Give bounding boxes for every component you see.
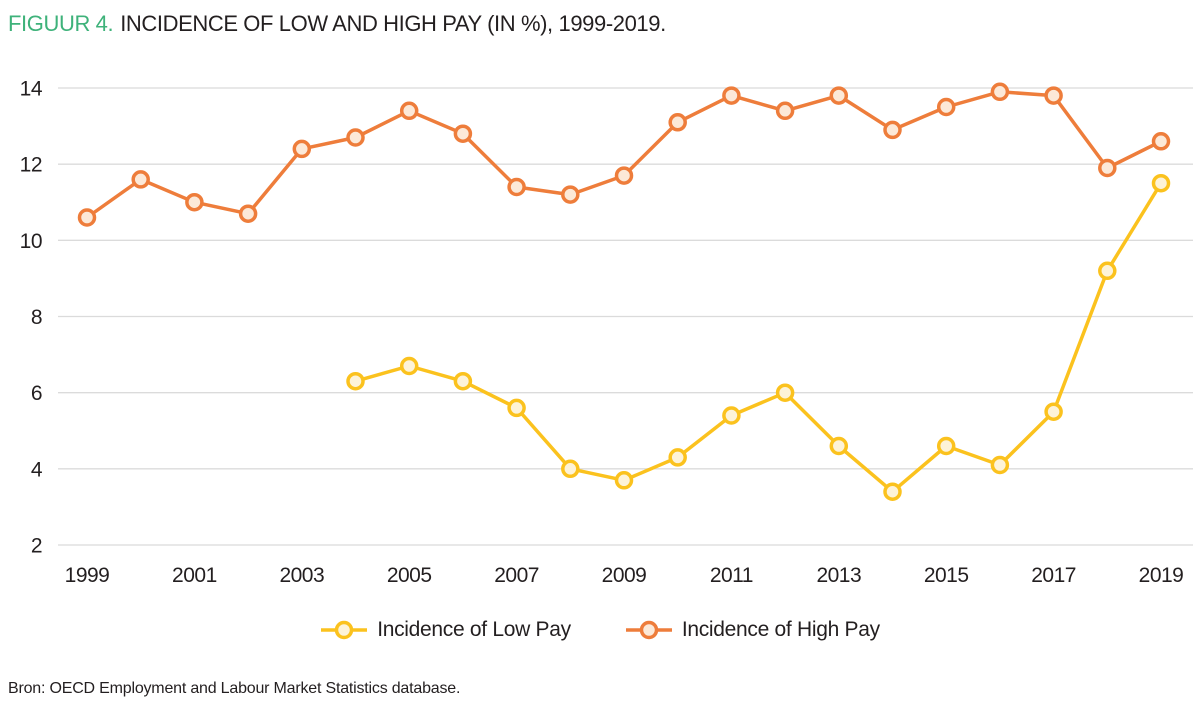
- x-tick-label: 2007: [494, 564, 539, 587]
- figure-title: FIGUUR 4. INCIDENCE OF LOW AND HIGH PAY (…: [8, 11, 666, 37]
- incidence-of-high-pay-point: [990, 82, 1010, 102]
- incidence-of-low-pay-point: [561, 459, 580, 479]
- source-note: Bron: OECD Employment and Labour Market …: [8, 680, 461, 697]
- x-tick-label: 2019: [1139, 564, 1184, 587]
- incidence-of-high-pay-point: [507, 177, 526, 197]
- y-tick-label: 2: [31, 534, 42, 557]
- x-tick-label: 2013: [816, 564, 861, 587]
- legend-item-low-pay: Incidence of Low Pay: [320, 618, 571, 642]
- incidence-of-high-pay-point: [668, 113, 687, 132]
- incidence-of-low-pay-point: [722, 406, 741, 425]
- chart-legend: Incidence of Low Pay Incidence of High P…: [0, 608, 1200, 652]
- incidence-of-high-pay-point: [346, 128, 365, 147]
- y-tick-label: 6: [31, 382, 42, 405]
- incidence-of-high-pay-point: [292, 139, 312, 159]
- x-tick-label: 2003: [279, 564, 324, 587]
- x-tick-label: 1999: [65, 564, 110, 587]
- x-tick-label: 2011: [710, 564, 753, 587]
- incidence-of-low-pay-point: [668, 448, 687, 467]
- incidence-of-high-pay-point: [936, 97, 956, 117]
- incidence-of-low-pay-point: [1044, 402, 1063, 421]
- y-tick-label: 14: [20, 78, 43, 101]
- incidence-of-low-pay-point: [453, 371, 473, 391]
- incidence-of-low-pay-point: [399, 356, 419, 376]
- low-pay-marker-icon: [321, 620, 368, 640]
- legend-item-high-pay: Incidence of High Pay: [625, 618, 880, 642]
- incidence-of-high-pay-point: [883, 120, 902, 140]
- incidence-of-low-pay-point: [990, 455, 1010, 475]
- incidence-of-high-pay-line: [85, 90, 1163, 220]
- incidence-of-low-pay-point: [1151, 173, 1171, 193]
- incidence-of-high-pay-point: [829, 86, 849, 105]
- legend-label-low-pay: Incidence of Low Pay: [377, 618, 571, 641]
- incidence-of-low-pay-point: [1098, 261, 1117, 281]
- incidence-of-high-pay-point: [614, 166, 634, 185]
- incidence-of-low-pay-point: [775, 383, 795, 402]
- figure-number: FIGUUR 4.: [8, 11, 114, 36]
- incidence-of-high-pay-point: [131, 170, 150, 189]
- x-tick-label: 2005: [387, 564, 432, 587]
- x-tick-label: 2009: [602, 564, 647, 587]
- incidence-of-high-pay-point: [1098, 158, 1117, 178]
- incidence-of-high-pay-point: [561, 185, 580, 204]
- incidence-of-low-pay-line: [353, 181, 1163, 494]
- incidence-of-low-pay-point: [507, 398, 526, 418]
- incidence-of-high-pay-point: [399, 101, 419, 121]
- incidence-of-high-pay-point: [1044, 86, 1063, 105]
- y-tick-label: 10: [20, 230, 42, 253]
- incidence-of-low-pay-point: [614, 471, 634, 490]
- x-tick-label: 2015: [924, 564, 969, 587]
- x-tick-label: 2001: [172, 564, 217, 587]
- incidence-of-low-pay-point: [936, 436, 956, 456]
- legend-label-high-pay: Incidence of High Pay: [681, 618, 880, 641]
- incidence-of-low-pay-point: [346, 371, 365, 391]
- incidence-of-high-pay-point: [77, 208, 97, 227]
- figure-title-text: INCIDENCE OF LOW AND HIGH PAY (IN %), 19…: [120, 11, 666, 36]
- incidence-of-high-pay-point: [238, 204, 258, 223]
- incidence-of-high-pay-point: [722, 86, 741, 105]
- x-tick-label: 2017: [1031, 564, 1076, 587]
- y-tick-label: 8: [31, 306, 42, 329]
- incidence-of-low-pay-point: [829, 436, 849, 456]
- y-tick-label: 4: [31, 458, 43, 481]
- incidence-of-high-pay-point: [1151, 132, 1171, 151]
- high-pay-marker-icon: [625, 620, 672, 640]
- incidence-of-high-pay-point: [185, 192, 204, 212]
- line-chart: 2 4 6 8 10 12 14 1999 2001 2003 2005 2007 2009 2011 20…: [20, 78, 1193, 587]
- y-tick-label: 12: [20, 154, 42, 177]
- incidence-of-low-pay-point: [883, 482, 902, 501]
- incidence-of-high-pay-point: [775, 101, 795, 121]
- incidence-of-high-pay-point: [453, 124, 473, 143]
